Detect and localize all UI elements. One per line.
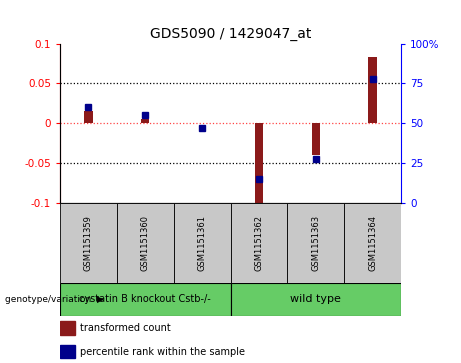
Text: wild type: wild type [290, 294, 341, 305]
Text: GSM1151361: GSM1151361 [198, 215, 207, 271]
Bar [60, 203, 117, 283]
Text: percentile rank within the sample: percentile rank within the sample [80, 347, 245, 357]
Text: genotype/variation  ▶: genotype/variation ▶ [5, 295, 103, 304]
Title: GDS5090 / 1429047_at: GDS5090 / 1429047_at [150, 27, 311, 41]
Bar [230, 203, 287, 283]
Text: GSM1151364: GSM1151364 [368, 215, 377, 271]
Text: GSM1151362: GSM1151362 [254, 215, 263, 271]
Bar [254, 123, 263, 203]
Bar [230, 283, 401, 316]
Bar [60, 322, 75, 335]
Bar [117, 203, 174, 283]
Text: cystatin B knockout Cstb-/-: cystatin B knockout Cstb-/- [79, 294, 211, 305]
Bar [174, 203, 230, 283]
Bar [287, 203, 344, 283]
Bar [84, 111, 93, 123]
Text: GSM1151363: GSM1151363 [311, 215, 320, 271]
Bar [368, 57, 377, 123]
Bar [312, 123, 320, 155]
Bar [141, 119, 149, 123]
Text: GSM1151360: GSM1151360 [141, 215, 150, 271]
Text: transformed count: transformed count [80, 323, 171, 333]
Bar [60, 283, 230, 316]
Bar [60, 345, 75, 358]
Text: GSM1151359: GSM1151359 [84, 215, 93, 271]
Bar [344, 203, 401, 283]
